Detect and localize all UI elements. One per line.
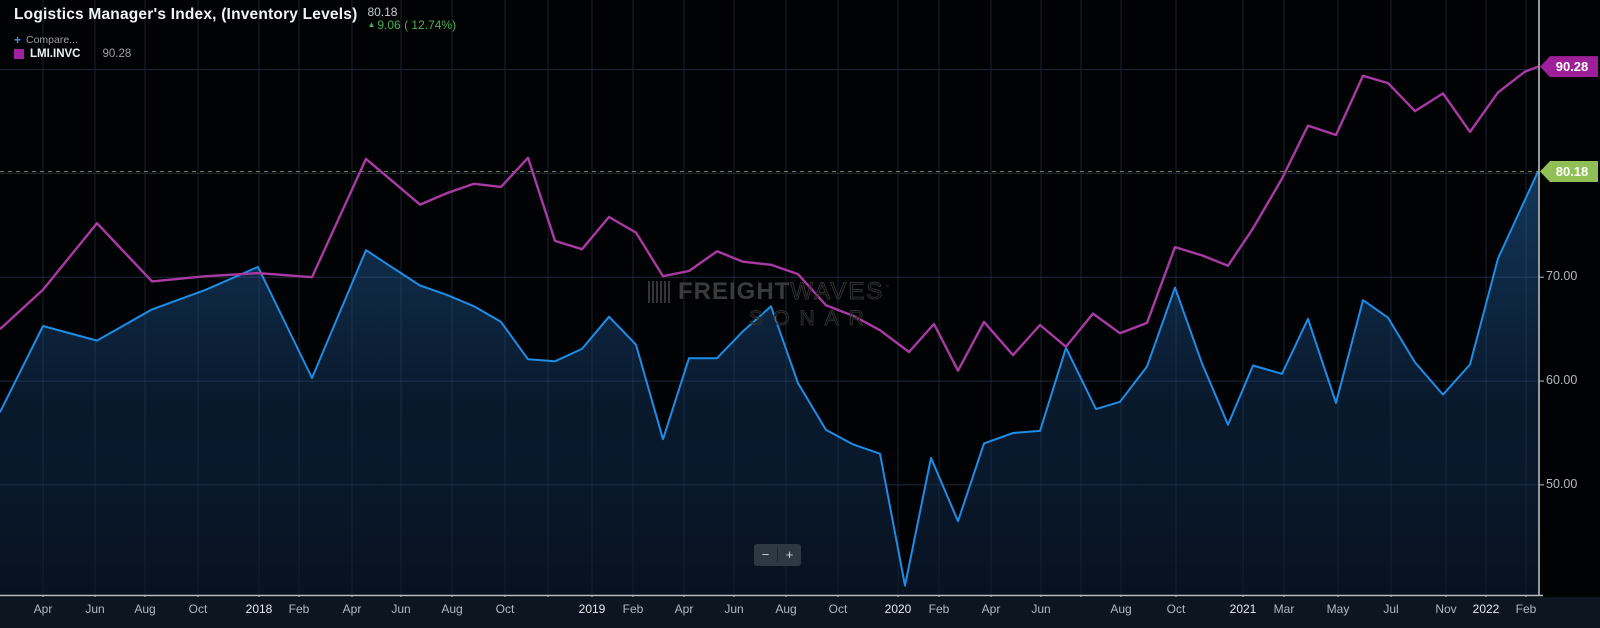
series-symbol: LMI.INVC [30,48,81,60]
x-tick-label: Feb [928,602,950,616]
x-tick-label: Jun [391,602,411,616]
x-tick-label: 2021 [1229,602,1257,616]
zoom-divider [777,548,778,562]
legend: + Compare... LMI.INVC 90.28 [14,33,131,61]
zoom-out-button[interactable]: − [754,545,777,565]
x-tick-label: 2018 [245,602,273,616]
x-tick-label: Jun [724,602,744,616]
x-tick-label: Jul [1383,602,1399,616]
chart-header: Logistics Manager's Index, (Inventory Le… [14,6,456,31]
change-text: ▲ 9.06 ( 12.74%) [367,17,457,32]
x-tick-label: Oct [495,602,515,616]
freightwaves-watermark: FREIGHT WAVES ° SONAR [648,278,889,331]
x-tick-label: Nov [1435,602,1457,616]
zoom-in-button[interactable]: + [778,545,801,565]
series-value: 90.28 [102,48,132,60]
x-tick-label: Aug [441,602,463,616]
change-amount: 9.06 ( 12.74%) [377,17,457,32]
series-color-swatch-icon [14,49,24,59]
x-tick-label: Apr [674,602,694,616]
plus-icon: + [14,33,22,47]
magenta-series-line [0,65,1539,372]
x-tick-label: Jun [1031,602,1051,616]
x-tick-label: Feb [1515,602,1537,616]
x-tick-label: Mar [1273,602,1295,616]
x-tick-label: Aug [775,602,797,616]
y-tick-label: 60.00 [1546,373,1578,388]
watermark-freight: FREIGHT [678,278,791,305]
x-tick-label: Apr [981,602,1001,616]
x-tick-label: 2022 [1472,602,1500,616]
watermark-trademark: ° [885,283,889,293]
chart-title: Logistics Manager's Index, (Inventory Le… [14,6,358,23]
watermark-sonar: SONAR [749,307,874,331]
x-tick-label: Oct [1166,602,1186,616]
last-value-badge-main: 80.18 [1540,161,1598,183]
blue-series-line [0,171,1539,587]
x-tick-label: 2019 [578,602,606,616]
watermark-waves: WAVES [790,278,885,306]
x-tick-label: Jun [85,602,105,616]
last-quote: 80.18 ▲ 9.06 ( 12.74%) [367,6,456,31]
up-arrow-icon: ▲ [367,19,376,29]
x-tick-label: Apr [342,602,362,616]
x-tick-label: Aug [1110,602,1132,616]
x-tick-label: Oct [188,602,208,616]
compare-label: Compare... [26,34,78,46]
last-value-badge-lmi-invc: 90.28 [1540,56,1598,78]
x-tick-label: Apr [33,602,53,616]
y-tick-label: 50.00 [1546,476,1578,491]
legend-series-row[interactable]: LMI.INVC 90.28 [14,47,131,61]
x-tick-label: Feb [288,602,310,616]
x-tick-label: Aug [134,602,156,616]
x-tick-label: Feb [622,602,644,616]
blue-area-fill [0,171,1538,596]
zoom-controls: − + [754,544,801,566]
last-value-text: 80.18 [367,5,398,19]
freightwaves-logo-icon [648,281,670,303]
x-tick-label: 2020 [884,602,912,616]
compare-button[interactable]: + Compare... [14,33,131,47]
x-tick-label: May [1326,602,1350,616]
x-axis-strip [0,597,1600,628]
y-tick-label: 70.00 [1546,269,1578,284]
x-tick-label: Oct [828,602,848,616]
